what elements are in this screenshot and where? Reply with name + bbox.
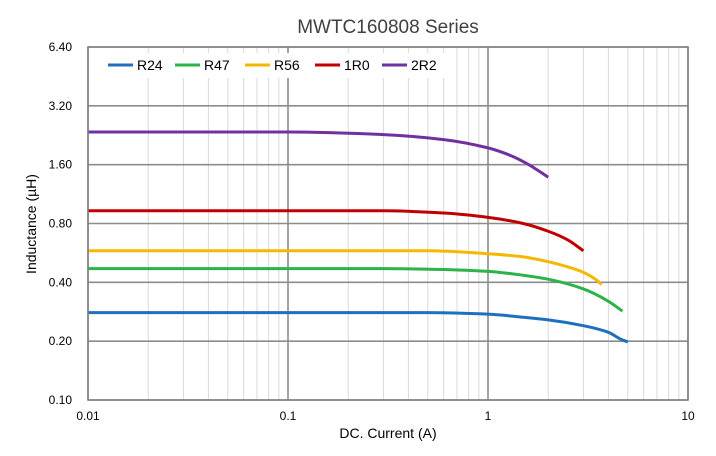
series-line-r47 <box>88 267 624 313</box>
y-tick-label: 0.10 <box>49 393 73 407</box>
x-tick-label: 10 <box>681 409 695 423</box>
series-line-1r0 <box>88 209 585 253</box>
series-line-2r2 <box>87 130 550 179</box>
y-tick-label: 0.80 <box>49 217 73 231</box>
y-axis-label: Inductance (µH) <box>23 174 39 274</box>
x-tick-label: 0.01 <box>76 409 100 423</box>
legend-label-r24: R24 <box>137 57 163 73</box>
series-line-r56 <box>88 249 603 286</box>
chart-title: MWTC160808 Series <box>297 17 479 38</box>
series-line-r24 <box>87 311 629 344</box>
legend-label-1r0: 1R0 <box>344 57 370 73</box>
y-tick-label: 0.20 <box>49 334 73 348</box>
x-tick-label: 1 <box>485 409 492 423</box>
series-group <box>87 130 629 344</box>
legend-label-2r2: 2R2 <box>411 57 437 73</box>
x-axis-label: DC. Current (A) <box>339 425 436 441</box>
legend: R24 R47 R56 1R0 2R2 <box>96 53 454 78</box>
legend-label-r47: R47 <box>204 57 230 73</box>
x-tick-label: 0.1 <box>280 409 297 423</box>
plot-frame <box>87 46 689 401</box>
legend-label-r56: R56 <box>274 57 300 73</box>
y-tick-labels: 0.10 0.20 0.40 0.80 1.60 3.20 6.40 <box>49 40 73 407</box>
y-tick-label: 6.40 <box>49 40 73 54</box>
y-tick-label: 1.60 <box>49 158 73 172</box>
y-tick-label: 3.20 <box>49 99 73 113</box>
y-tick-label: 0.40 <box>49 275 73 289</box>
x-tick-labels: 0.01 0.1 1 10 <box>76 409 695 423</box>
